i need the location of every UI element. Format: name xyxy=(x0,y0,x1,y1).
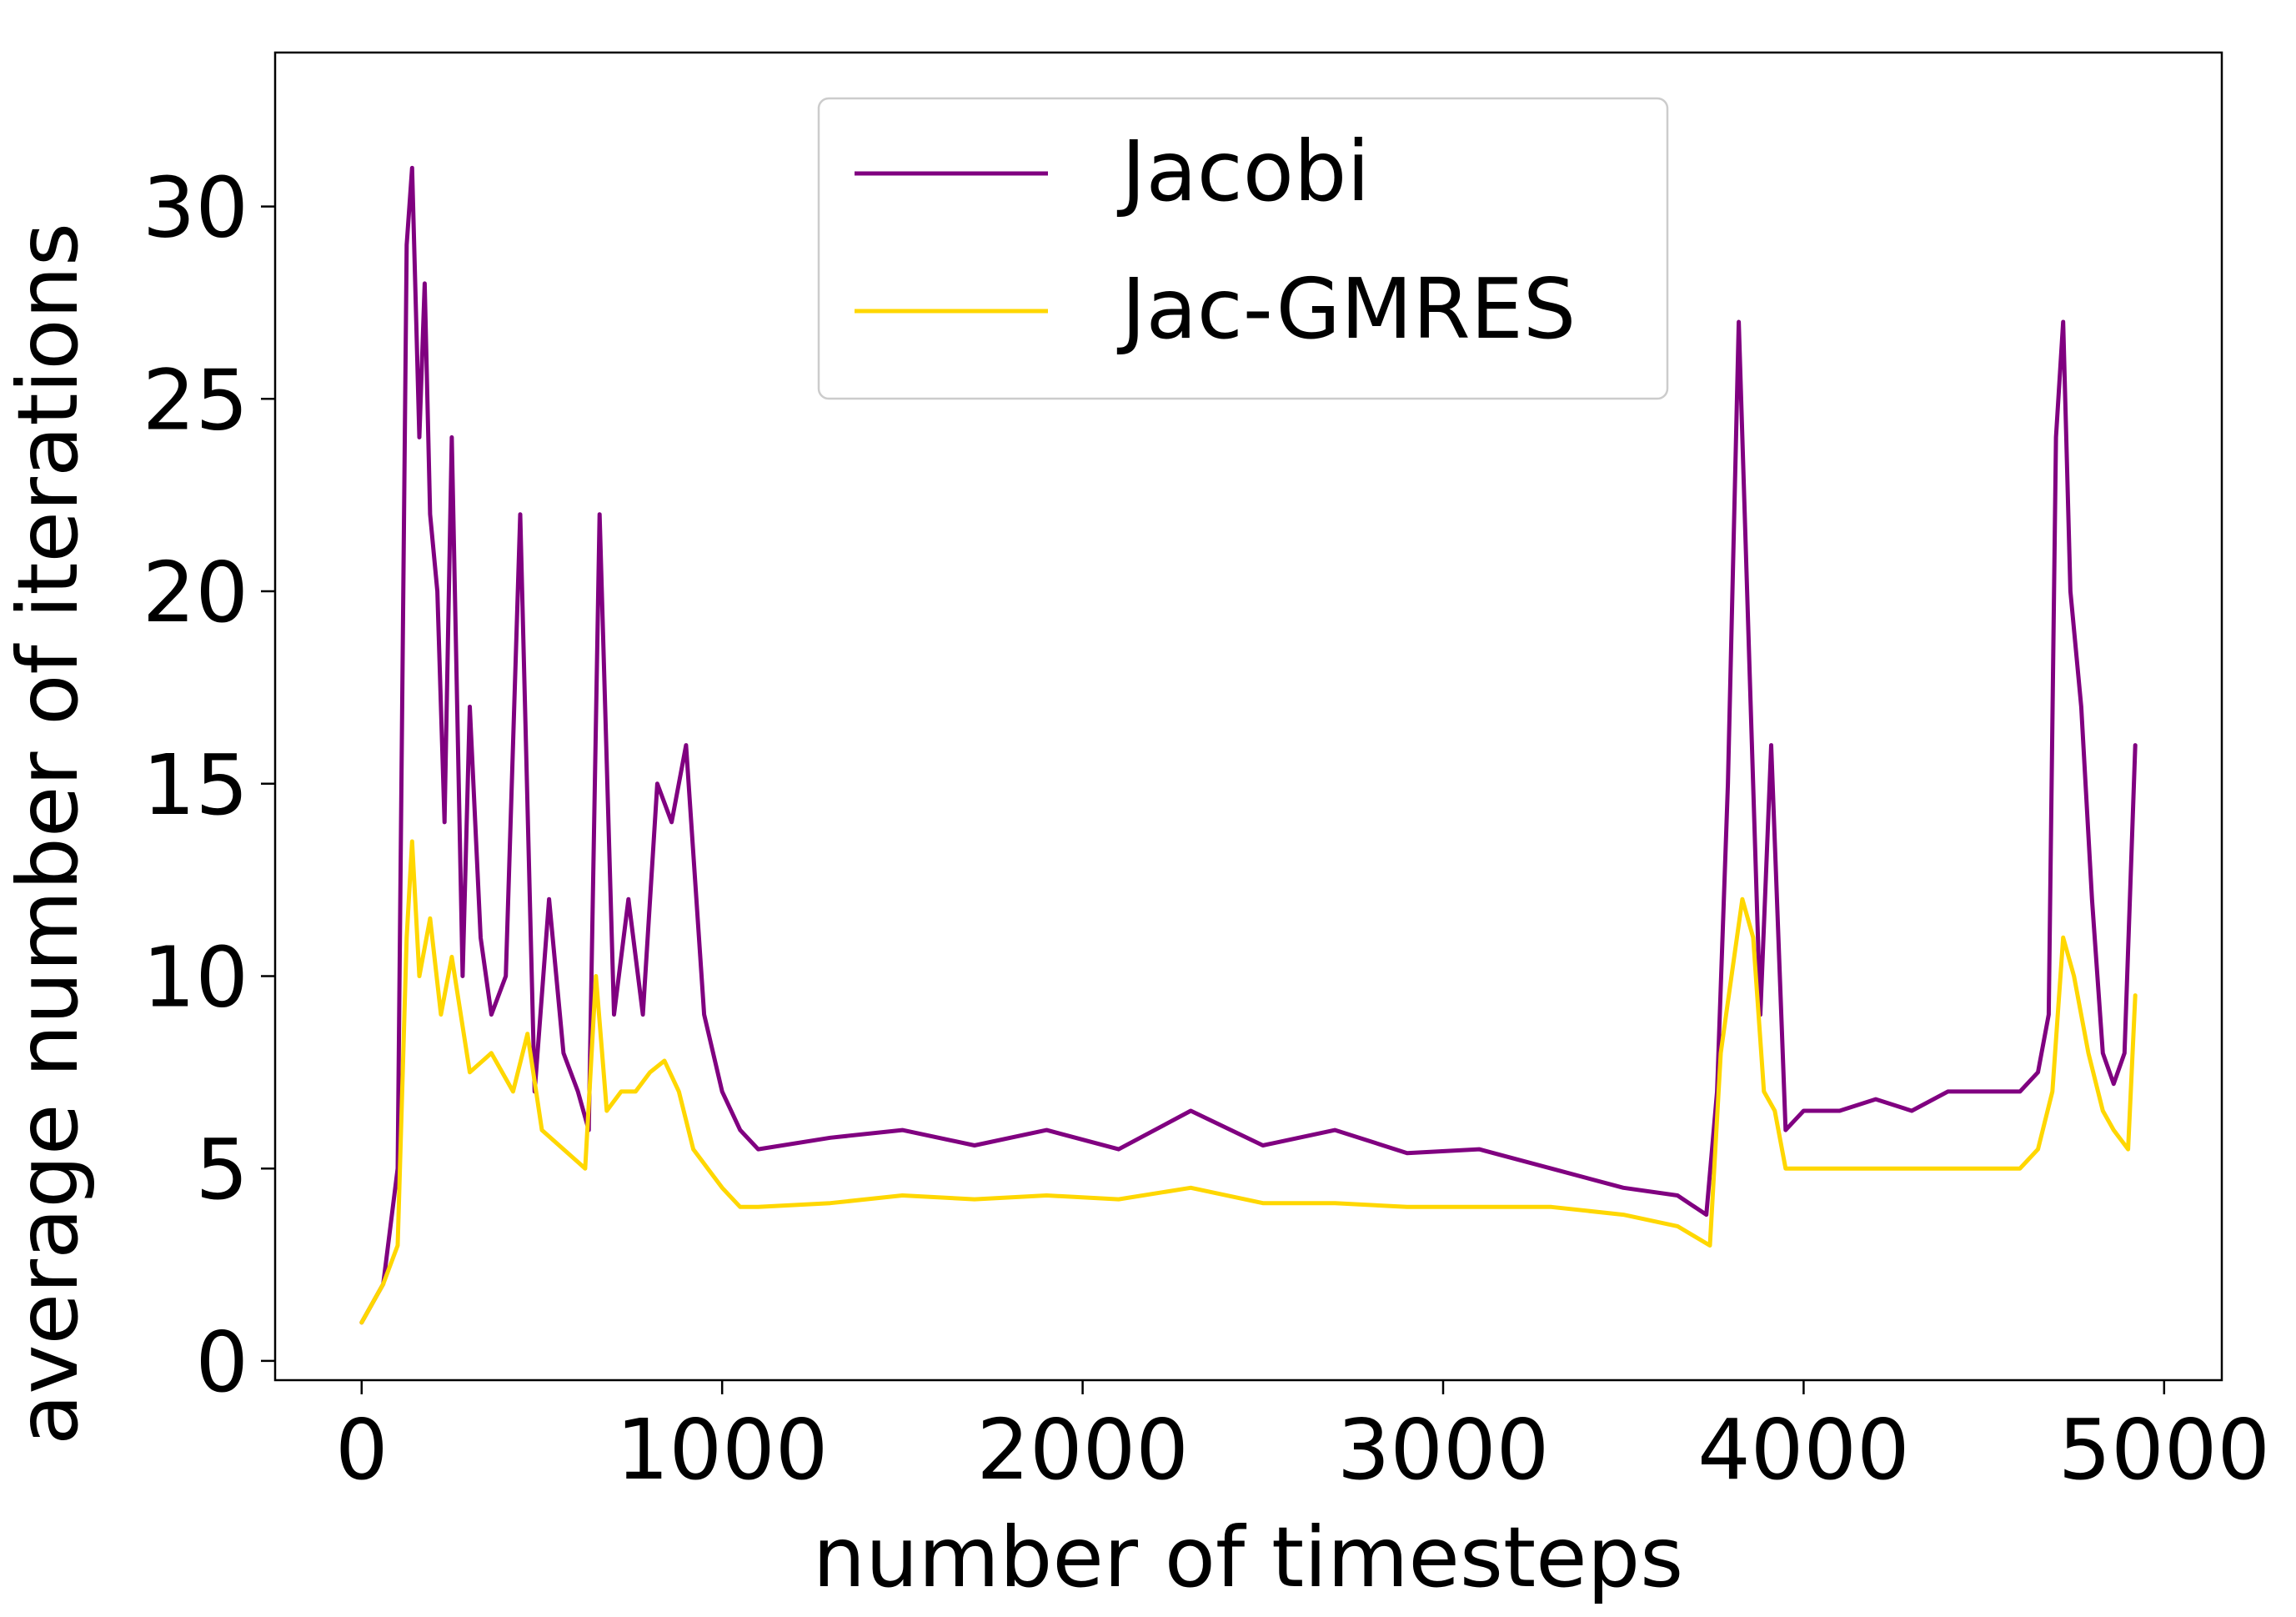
x-tick-label: 2000 xyxy=(976,1401,1189,1499)
y-axis-ticks: 0 5 10 15 20 25 30 xyxy=(143,159,275,1411)
x-tick-label: 4000 xyxy=(1697,1401,1910,1499)
x-tick-label: 1000 xyxy=(616,1401,829,1499)
y-tick-label: 10 xyxy=(143,928,248,1026)
x-tick-label: 0 xyxy=(335,1401,389,1499)
series-line-jacobi xyxy=(359,165,2138,1325)
plot-frame xyxy=(273,51,2223,1382)
series-line-jac-gmres xyxy=(359,839,2138,1325)
y-axis-label: average number of iterations xyxy=(0,223,97,1445)
y-tick-label: 20 xyxy=(143,544,248,641)
legend-label-jac-gmres: Jac-GMRES xyxy=(1116,260,1576,358)
y-tick-label: 0 xyxy=(195,1313,248,1411)
y-tick-label: 5 xyxy=(195,1121,248,1218)
y-tick-label: 15 xyxy=(143,736,248,834)
x-axis-label: number of timesteps xyxy=(813,1509,1684,1606)
x-tick-label: 3000 xyxy=(1337,1401,1550,1499)
x-tick-label: 5000 xyxy=(2058,1401,2271,1499)
legend-label-jacobi: Jacobi xyxy=(1116,123,1370,220)
y-tick-label: 30 xyxy=(143,159,248,257)
legend: Jacobi Jac-GMRES xyxy=(817,97,1669,400)
series-layer xyxy=(359,165,2138,1325)
x-axis-ticks: 0 1000 2000 3000 4000 5000 xyxy=(335,1380,2270,1499)
y-tick-label: 25 xyxy=(143,351,248,449)
